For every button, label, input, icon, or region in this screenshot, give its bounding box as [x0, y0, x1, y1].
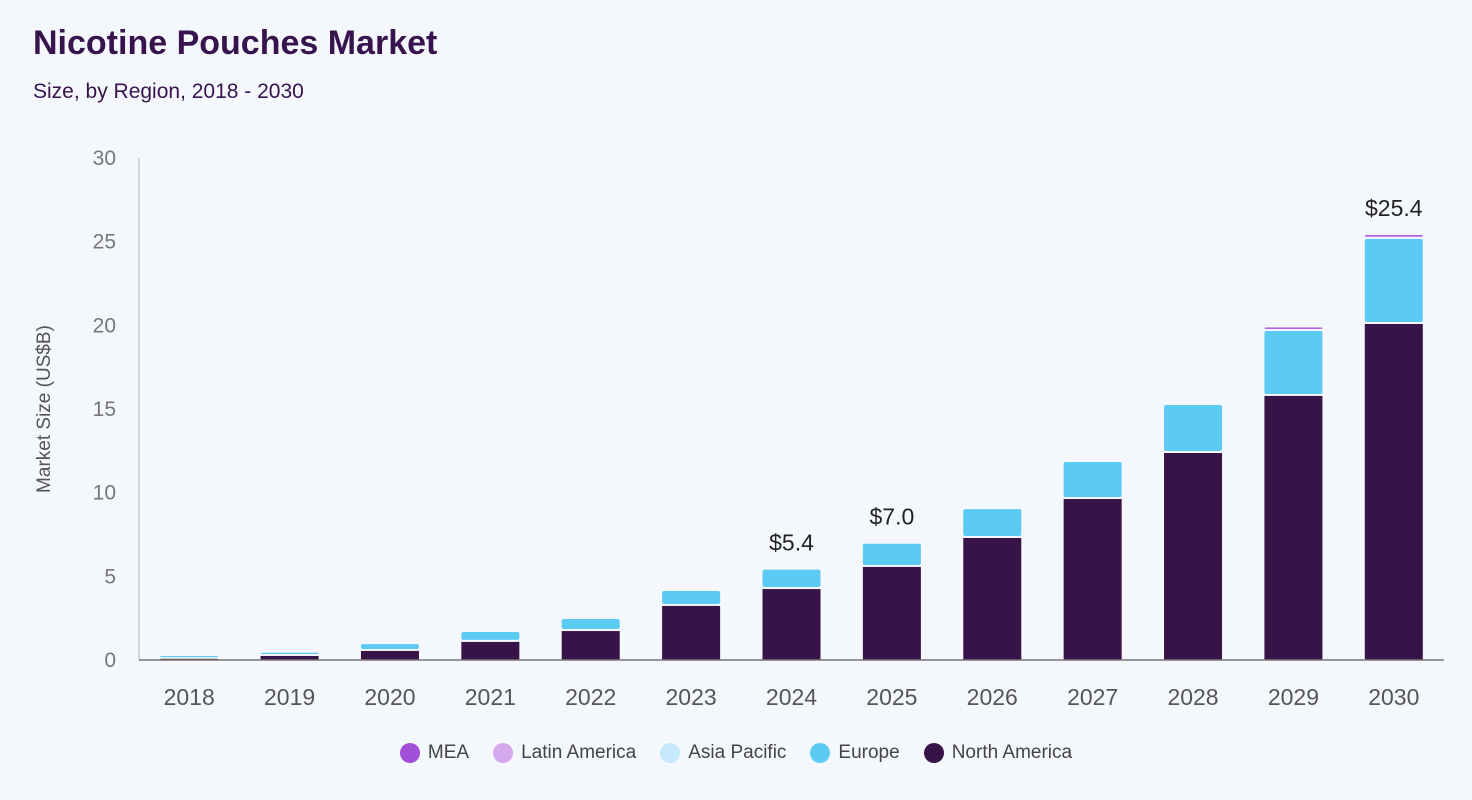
- legend: MEA Latin America Asia Pacific Europe North …: [0, 742, 1472, 764]
- legend-item[interactable]: North America: [923, 742, 1073, 764]
- bar-segment-europe: [662, 591, 721, 604]
- bar-segment-europe: [963, 509, 1022, 537]
- x-tick-label: 2021: [465, 684, 516, 710]
- x-tick-label: 2020: [364, 684, 415, 710]
- x-tick-label: 2030: [1368, 684, 1419, 710]
- legend-label: Latin America: [521, 742, 637, 763]
- bar-segment-mea: [1364, 235, 1423, 237]
- x-tick-label: 2027: [1067, 684, 1118, 710]
- bar-segment-north-america: [360, 650, 419, 660]
- bar-segment-europe: [1264, 331, 1323, 394]
- chart-title: Nicotine Pouches Market: [33, 24, 438, 62]
- y-tick-label: 25: [93, 231, 116, 254]
- bar-segment-north-america: [1364, 323, 1423, 660]
- x-tick-label: 2025: [866, 684, 917, 710]
- bar-segment-north-america: [963, 538, 1022, 660]
- bar-segment-europe: [762, 569, 821, 588]
- bar-segment-europe: [461, 632, 520, 640]
- legend-dot-icon: [923, 743, 944, 763]
- x-tick-label: 2028: [1167, 684, 1218, 710]
- x-tick-label: 2029: [1268, 684, 1319, 710]
- legend-item[interactable]: Asia Pacific: [660, 742, 786, 764]
- bar-segment-north-america: [1264, 395, 1323, 660]
- bar-segment-europe: [360, 644, 419, 649]
- y-tick-label: 20: [93, 314, 116, 337]
- y-tick-label: 10: [93, 482, 116, 505]
- bar-segment-north-america: [1063, 499, 1122, 660]
- y-tick-label: 30: [93, 147, 116, 170]
- legend-label: MEA: [427, 742, 470, 763]
- legend-item[interactable]: MEA: [399, 742, 470, 764]
- legend-item[interactable]: Europe: [810, 742, 900, 764]
- legend-dot-icon: [399, 743, 420, 763]
- bar-segment-europe: [1364, 238, 1423, 322]
- legend-dot-icon: [660, 743, 681, 763]
- x-tick-label: 2018: [164, 684, 215, 710]
- bar-segment-north-america: [260, 655, 319, 660]
- bar-segment-north-america: [1164, 453, 1223, 660]
- bar-segment-europe: [160, 655, 219, 658]
- legend-label: North America: [951, 742, 1073, 763]
- x-tick-label: 2024: [766, 684, 817, 710]
- bar-segment-north-america: [862, 566, 921, 660]
- bar-segment-europe: [561, 619, 620, 630]
- legend-label: Europe: [838, 742, 900, 763]
- bar-segment-europe: [1063, 462, 1122, 498]
- y-tick-label: 0: [104, 649, 116, 672]
- legend-dot-icon: [493, 743, 514, 763]
- bar-segment-north-america: [762, 589, 821, 660]
- bar-segment-north-america: [561, 631, 620, 660]
- bar-segment-europe: [862, 543, 921, 565]
- data-label: $5.4: [769, 530, 814, 556]
- x-tick-label: 2023: [666, 684, 717, 710]
- bar-segment-north-america: [461, 641, 520, 660]
- bar-segment-north-america: [662, 605, 721, 660]
- bar-segment-europe: [1164, 404, 1223, 452]
- y-tick-label: 5: [104, 565, 116, 588]
- data-label: $7.0: [870, 504, 915, 530]
- y-tick-label: 15: [93, 398, 116, 421]
- legend-label: Asia Pacific: [688, 742, 787, 763]
- x-tick-label: 2022: [565, 684, 616, 710]
- y-axis-title: Market Size (US$B): [34, 325, 55, 493]
- bar-segment-mea: [1264, 327, 1323, 329]
- legend-dot-icon: [810, 743, 831, 763]
- legend-item[interactable]: Latin America: [493, 742, 636, 764]
- chart-subtitle: Size, by Region, 2018 - 2030: [33, 80, 304, 103]
- bar-segment-europe: [260, 652, 319, 654]
- x-tick-label: 2019: [264, 684, 315, 710]
- x-tick-label: 2026: [967, 684, 1018, 710]
- data-label: $25.4: [1365, 195, 1423, 221]
